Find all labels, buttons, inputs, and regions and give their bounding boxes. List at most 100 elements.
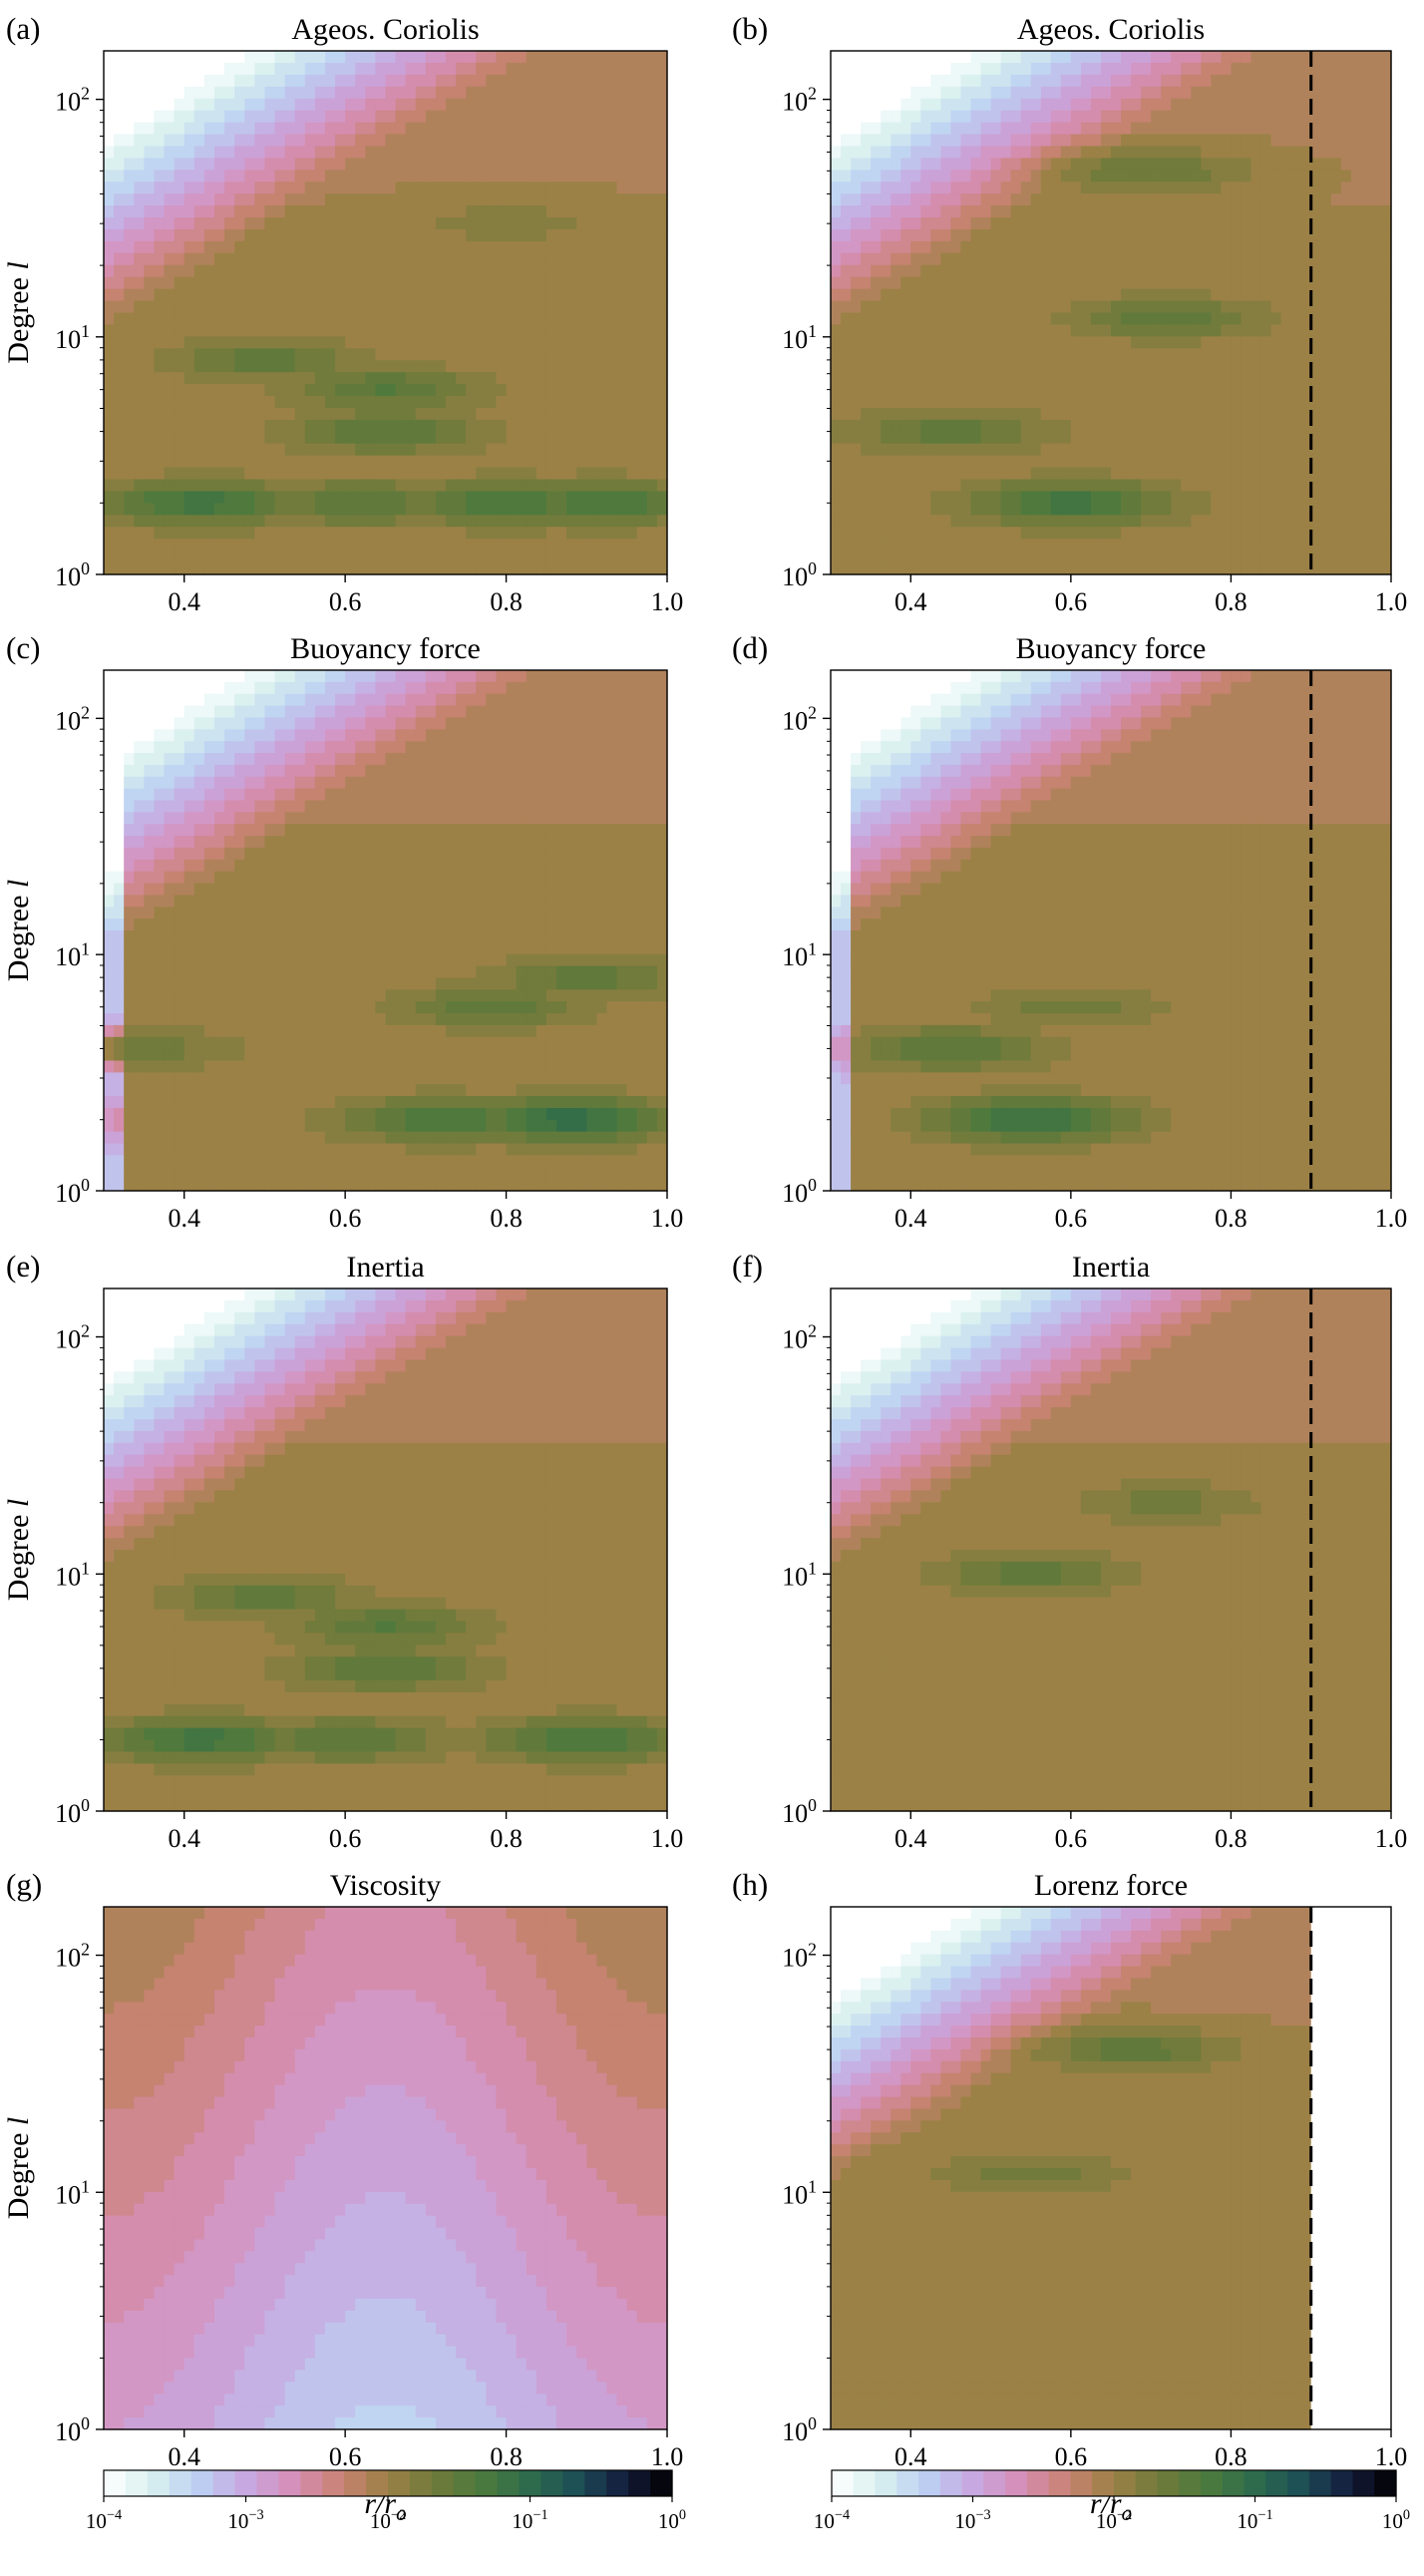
heatmap-cell [1211, 170, 1222, 183]
heatmap-cell [1081, 360, 1092, 373]
heatmap-cell [456, 456, 467, 469]
heatmap-cell [134, 313, 145, 326]
heatmap-cell [1121, 324, 1132, 337]
heatmap-cell [517, 336, 528, 349]
heatmap-cell [920, 229, 931, 242]
heatmap-cell [637, 456, 648, 469]
heatmap-cell [890, 135, 901, 148]
heatmap-cell [1251, 360, 1262, 373]
heatmap-cell [960, 75, 971, 88]
heatmap-cell [507, 372, 518, 385]
heatmap-cell [1151, 420, 1162, 433]
heatmap-cell [981, 503, 992, 516]
heatmap-cell [871, 99, 882, 112]
heatmap-cell [507, 562, 518, 575]
heatmap-cell [456, 444, 467, 457]
heatmap-cell [871, 562, 882, 575]
heatmap-cell [1321, 396, 1332, 409]
heatmap-cell [1381, 111, 1392, 124]
heatmap-cell [456, 158, 467, 171]
heatmap-cell [1161, 444, 1172, 457]
heatmap-cell [114, 51, 125, 64]
heatmap-cell [1321, 63, 1332, 76]
heatmap-cell [496, 527, 507, 540]
heatmap-cell [1241, 396, 1251, 409]
heatmap-cell [1171, 551, 1182, 563]
heatmap-cell [264, 384, 275, 397]
heatmap-cell [1311, 408, 1322, 421]
heatmap-cell [426, 396, 437, 409]
heatmap-cell [1091, 123, 1102, 136]
heatmap-cell [406, 158, 417, 171]
heatmap-cell [1151, 348, 1162, 361]
heatmap-cell [1201, 277, 1212, 290]
heatmap-cell [527, 480, 537, 493]
heatmap-cell [1161, 503, 1172, 516]
heatmap-cell [365, 313, 376, 326]
heatmap-cell [436, 551, 447, 563]
heatmap-cell [627, 111, 638, 124]
heatmap-cell [851, 301, 862, 314]
heatmap-cell [657, 562, 668, 575]
heatmap-cell [165, 75, 176, 88]
heatmap-cell [496, 205, 507, 218]
heatmap-cell [890, 527, 901, 540]
heatmap-cell [396, 503, 407, 516]
heatmap-cell [1191, 336, 1202, 349]
heatmap-cell [406, 515, 417, 528]
heatmap-cell [881, 372, 891, 385]
heatmap-cell [104, 75, 115, 88]
heatmap-cell [406, 420, 417, 433]
heatmap-cell [1161, 51, 1172, 64]
heatmap-cell [406, 360, 417, 373]
heatmap-cell [325, 75, 336, 88]
heatmap-cell [456, 360, 467, 373]
heatmap-cell [647, 135, 658, 148]
heatmap-cell [325, 396, 336, 409]
heatmap-cell [910, 480, 921, 493]
heatmap-cell [1051, 146, 1062, 159]
heatmap-cell [920, 87, 931, 100]
heatmap-cell [305, 503, 316, 516]
heatmap-cell [517, 491, 528, 504]
heatmap-cell [1311, 539, 1322, 552]
heatmap-cell [890, 348, 901, 361]
heatmap-cell [335, 420, 346, 433]
heatmap-cell [900, 301, 911, 314]
heatmap-cell [546, 527, 557, 540]
heatmap-cell [1331, 480, 1342, 493]
heatmap-cell [345, 205, 356, 218]
heatmap-cell [1311, 87, 1322, 100]
heatmap-cell [586, 360, 597, 373]
heatmap-cell [244, 348, 255, 361]
heatmap-cell [315, 562, 326, 575]
heatmap-cell [881, 289, 891, 302]
heatmap-cell [204, 539, 215, 552]
heatmap-cell [930, 170, 941, 183]
heatmap-cell [375, 217, 386, 230]
heatmap-cell [576, 539, 587, 552]
heatmap-cell [446, 313, 457, 326]
heatmap-cell [1091, 289, 1102, 302]
heatmap-cell [881, 123, 891, 136]
heatmap-cell [1311, 456, 1322, 469]
heatmap-cell [1311, 432, 1322, 445]
heatmap-cell [335, 432, 346, 445]
heatmap-cell [224, 480, 235, 493]
heatmap-cell [335, 503, 346, 516]
heatmap-cell [315, 170, 326, 183]
heatmap-cell [1011, 63, 1022, 76]
heatmap-cell [637, 87, 648, 100]
heatmap-cell [1161, 562, 1172, 575]
heatmap-cell [224, 123, 235, 136]
heatmap-cell [154, 491, 165, 504]
heatmap-cell [1091, 324, 1102, 337]
heatmap-cell [1171, 253, 1182, 266]
heatmap-cell [134, 432, 145, 445]
heatmap-cell [386, 229, 397, 242]
heatmap-cell [596, 444, 607, 457]
heatmap-cell [1241, 99, 1251, 112]
heatmap-cell [1151, 562, 1162, 575]
heatmap-cell [1311, 170, 1322, 183]
heatmap-cell [1331, 170, 1342, 183]
